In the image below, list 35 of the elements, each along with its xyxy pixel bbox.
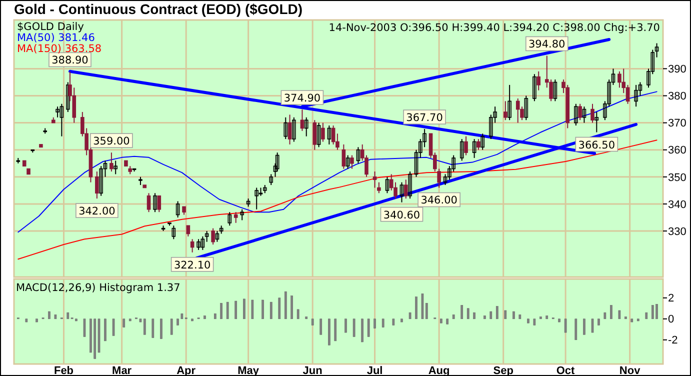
- chart-title: MACD(12,26,9) Histogram 1.37: [16, 282, 180, 294]
- annotation: 14-Nov-2003 O:396.50 H:399.40 L:394.20 C:398.00 Chg:+3.70: [328, 22, 660, 34]
- y-tick-label: 390: [668, 64, 686, 76]
- x-tick-label: Mar: [112, 365, 132, 376]
- y-tick-label: 370: [668, 118, 686, 130]
- y-tick-label: -2: [668, 334, 678, 347]
- y-tick-label: 330: [668, 226, 686, 238]
- y-tick-label: 350: [668, 172, 686, 184]
- annotation: 374.90: [284, 92, 321, 105]
- text: $GOLD Daily: [17, 21, 84, 33]
- x-tick-label: Feb: [54, 365, 74, 376]
- x-tick-label: Nov: [619, 365, 642, 376]
- text: MA(50) 381.46: [17, 32, 96, 44]
- annotation: 359.00: [93, 136, 130, 148]
- annotation: 322.10: [174, 259, 211, 272]
- x-tick-label: Sep: [493, 365, 514, 376]
- x-tick-label: Oct: [556, 365, 576, 376]
- annotation: 394.80: [528, 38, 566, 51]
- y-tick-label: 0: [668, 314, 674, 326]
- annotation: 388.90: [52, 54, 88, 67]
- text: MA(150) 363.58: [17, 43, 102, 55]
- annotation: 342.00: [78, 206, 116, 218]
- chart-title: Gold - Continuous Contract (EOD) ($GOLD): [14, 1, 303, 17]
- annotation: 346.00: [420, 194, 458, 207]
- x-tick-label: May: [238, 365, 260, 376]
- annotation: 367.70: [406, 112, 443, 124]
- x-tick-label: Jul: [366, 365, 383, 376]
- x-tick-label: Jun: [302, 365, 323, 376]
- x-tick-label: Apr: [176, 365, 196, 376]
- y-tick-label: 340: [668, 198, 686, 211]
- y-tick-label: 360: [668, 144, 686, 157]
- y-tick-label: 380: [668, 90, 686, 103]
- annotation: 366.50: [578, 139, 616, 152]
- y-tick-label: 2: [668, 292, 674, 305]
- annotation: 340.60: [383, 209, 420, 222]
